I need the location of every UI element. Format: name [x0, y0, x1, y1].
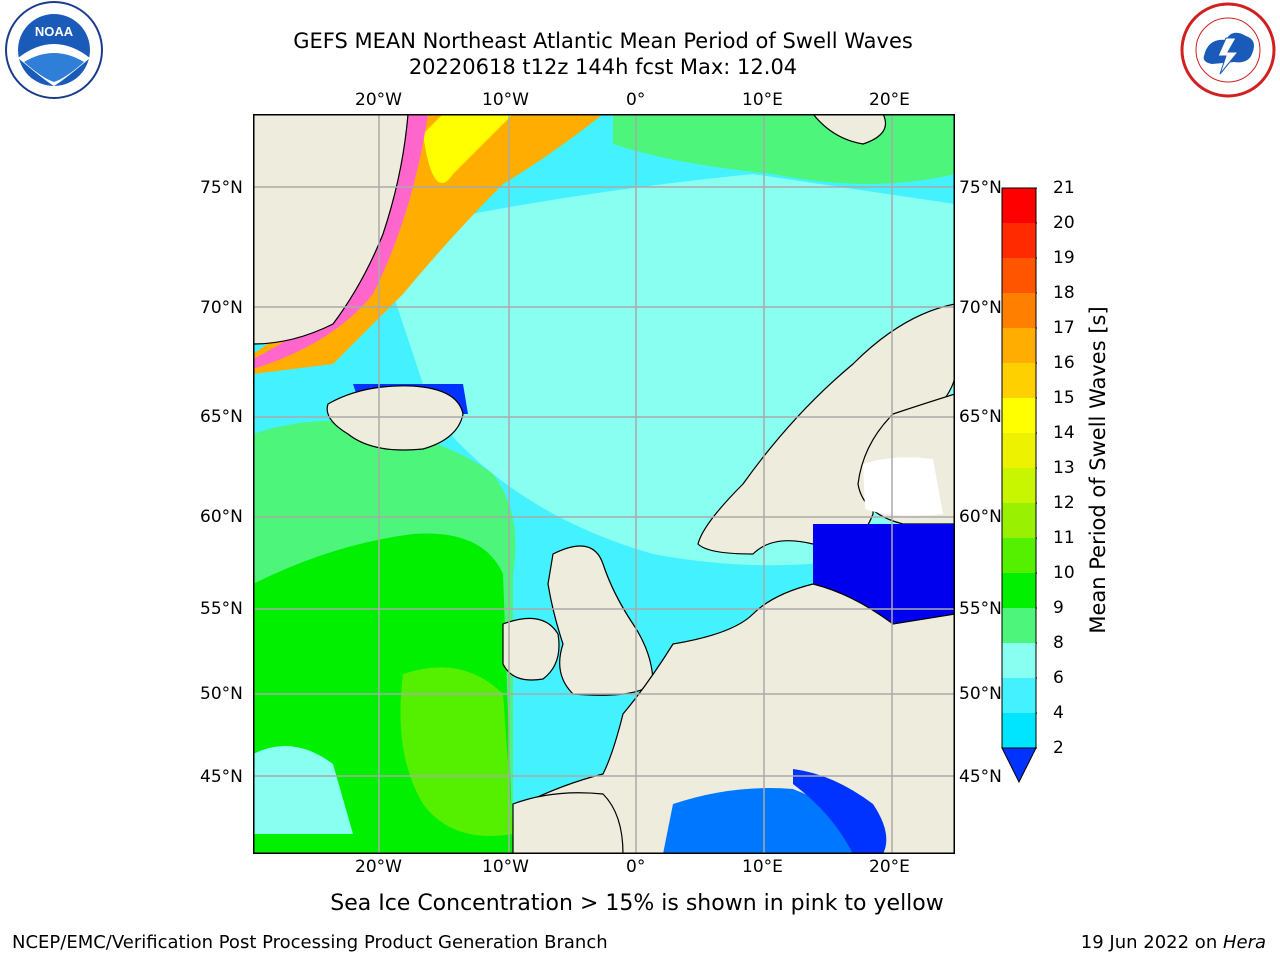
colorbar-band [1002, 293, 1036, 328]
lon-label-bottom: 10°E [742, 857, 783, 877]
colorbar-band [1002, 328, 1036, 363]
lon-label-bottom: 20°W [355, 857, 402, 877]
footer-date: 19 Jun 2022 on [1080, 932, 1223, 953]
footer-machine: Hera [1222, 932, 1266, 953]
colorbar-tick-label: 18 [1053, 283, 1075, 303]
lon-label-bottom: 0° [626, 857, 646, 877]
colorbar-tick-label: 21 [1053, 178, 1075, 198]
colorbar-band [1002, 503, 1036, 538]
chart-subtitle: 20220618 t12z 144h fcst Max: 12.04 [408, 55, 798, 79]
lat-label-left: 70°N [200, 298, 243, 318]
map-frame [253, 114, 955, 854]
footer-right: 19 Jun 2022 on Hera [1081, 932, 1266, 953]
colorbar-tick-label: 13 [1053, 458, 1075, 478]
lon-label-top: 20°W [355, 90, 402, 110]
colorbar-tick-label: 2 [1053, 738, 1064, 758]
adriatic-swell [793, 769, 887, 854]
lat-label-right: 50°N [959, 684, 1002, 704]
colorbar-tick-label: 19 [1053, 248, 1075, 268]
lat-label-right: 55°N [959, 599, 1002, 619]
map-panel [253, 114, 955, 854]
svg-text:NOAA: NOAA [35, 24, 74, 39]
lat-label-left: 75°N [200, 178, 243, 198]
colorbar-tick-label: 14 [1053, 423, 1075, 443]
swell-band-southwest [253, 746, 353, 834]
colorbar-band [1002, 398, 1036, 433]
graticule [253, 114, 955, 854]
lon-label-top: 20°E [869, 90, 910, 110]
nws-logo-icon [1178, 0, 1278, 100]
map-svg [253, 114, 955, 854]
lat-label-right: 45°N [959, 767, 1002, 787]
lat-label-left: 65°N [200, 407, 243, 427]
caption: Sea Ice Concentration > 15% is shown in … [330, 891, 944, 916]
europe-land [522, 583, 955, 854]
lat-label-right: 60°N [959, 507, 1002, 527]
lon-label-top: 0° [626, 90, 646, 110]
lon-label-bottom: 10°W [482, 857, 529, 877]
colorbar-title: Mean Period of Swell Waves [s] [1086, 306, 1110, 634]
colorbar-band [1002, 433, 1036, 468]
colorbar-tick-label: 9 [1053, 598, 1064, 618]
lat-label-right: 65°N [959, 407, 1002, 427]
lat-label-right: 75°N [959, 178, 1002, 198]
colorbar-tick-label: 10 [1053, 563, 1075, 583]
colorbar-extension [1001, 747, 1037, 784]
colorbar-band [1002, 713, 1036, 748]
colorbar-band [1002, 363, 1036, 398]
lon-label-bottom: 20°E [869, 857, 910, 877]
lat-label-left: 45°N [200, 767, 243, 787]
colorbar-tick-label: 6 [1053, 668, 1064, 688]
footer-left: NCEP/EMC/Verification Post Processing Pr… [12, 932, 608, 953]
lat-label-left: 60°N [200, 507, 243, 527]
iceland-land [326, 385, 464, 451]
colorbar-band [1002, 538, 1036, 573]
colorbar-tick-label: 8 [1053, 633, 1064, 653]
colorbar [1001, 186, 1037, 786]
colorbar-tick-label: 17 [1053, 318, 1075, 338]
colorbar-band [1002, 678, 1036, 713]
lon-label-top: 10°E [742, 90, 783, 110]
noaa-logo-icon: NOAA [4, 0, 104, 100]
chart-title: GEFS MEAN Northeast Atlantic Mean Period… [293, 29, 913, 53]
colorbar-band [1002, 223, 1036, 258]
svalbard-land [812, 114, 887, 145]
colorbar-band [1002, 188, 1036, 223]
swell-band-11-12 [400, 667, 513, 836]
ireland-land [502, 617, 560, 681]
iberia-land [512, 792, 624, 854]
colorbar-tick-label: 12 [1053, 493, 1075, 513]
sea-ice-edge [253, 114, 428, 369]
lon-label-top: 10°W [482, 90, 529, 110]
colorbar-tick-label: 20 [1053, 213, 1075, 233]
lat-label-left: 55°N [200, 599, 243, 619]
colorbar-tick-label: 11 [1053, 528, 1075, 548]
colorbar-band [1002, 573, 1036, 608]
colorbar-tick-label: 15 [1053, 388, 1075, 408]
colorbar-band [1002, 643, 1036, 678]
colorbar-tick-label: 16 [1053, 353, 1075, 373]
lat-label-right: 70°N [959, 298, 1002, 318]
lat-label-left: 50°N [200, 684, 243, 704]
colorbar-svg [1001, 187, 1037, 784]
colorbar-band [1002, 468, 1036, 503]
bothnia-missing [863, 457, 943, 516]
colorbar-band [1002, 608, 1036, 643]
greenland-land [253, 114, 409, 345]
colorbar-band [1002, 258, 1036, 293]
sea-ice-high [423, 114, 513, 183]
colorbar-tick-label: 4 [1053, 703, 1064, 723]
